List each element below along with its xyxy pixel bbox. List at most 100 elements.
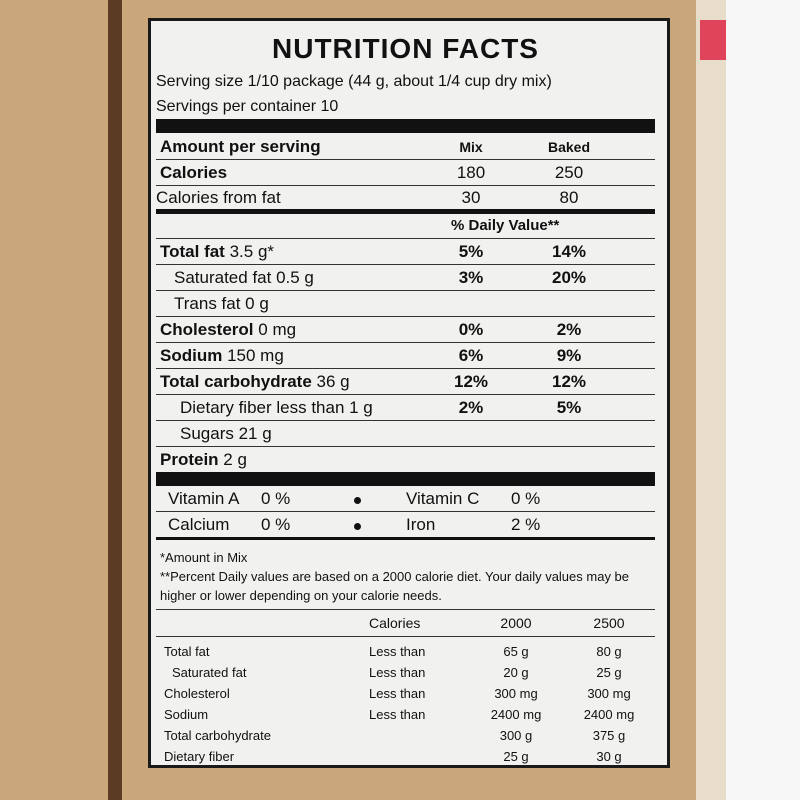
nutrient-row: Cholesterol 0 mg 0% 2% [156,317,655,343]
dv-row: Sodium Less than 2400 mg 2400 mg [156,704,655,725]
vitamin-name: Calcium [168,515,230,534]
nutrient-row: Dietary fiber less than 1 g 2% 5% [156,395,655,421]
vitamin-name: Iron [406,515,436,534]
background-right [726,0,800,800]
dv-row: Saturated fat Less than 20 g 25 g [156,662,655,683]
dv-2000: 25 g [503,749,529,764]
vitamin-name: Vitamin C [406,489,480,508]
vitamin-value: 0 % [261,489,291,508]
footnote: **Percent Daily values are based on a 20… [160,569,630,603]
servings: Servings per container 10 [156,98,339,115]
calories-baked: 250 [554,163,584,182]
nutrient-amount: 36 g [316,372,350,391]
nutrient-row: Saturated fat 0.5 g 3% 20% [156,265,655,291]
vitamin-row: Vitamin A 0 % Vitamin C 0 % [156,486,655,512]
nutrient-row: Total carbohydrate 36 g 12% 12% [156,369,655,395]
vitamin-value: 2 % [511,515,541,534]
thick-rule [156,119,655,133]
nutrient-name: Dietary fiber less than 1 g [180,398,373,417]
nutrient-mix: 12% [453,372,489,391]
nutrient-baked: 2% [556,320,582,339]
dv-row: Total carbohydrate 300 g 375 g [156,725,655,746]
dv-name: Sodium [164,707,209,722]
dv-2000: 2400 mg [490,707,542,722]
calories-row: Calories 180 250 [156,160,655,186]
nutrient-row: Trans fat 0 g [156,291,655,317]
nutrient-row: Total fat 3.5 g* 5% 14% [156,239,655,265]
calories-fat-label: Calories from fat [156,188,281,207]
dv-limit: Less than [369,686,426,701]
dv-limit: Less than [369,707,426,722]
nutrient-name: Protein [160,450,219,469]
header-baked: Baked [547,139,591,155]
serving-size: Serving size 1/10 package (44 g, about 1… [156,73,552,90]
dv-row: Cholesterol Less than 300 mg 300 mg [156,683,655,704]
vitamin-value: 0 % [261,515,291,534]
header-label: Amount per serving [160,137,321,156]
label-content: NUTRITION FACTS Serving size 1/10 packag… [156,21,655,767]
dv-header-label: % Daily Value** [451,217,560,234]
nutrient-baked: 12% [551,372,587,391]
dv-col: 2000 [500,615,532,631]
dv-name: Cholesterol [164,686,230,701]
calories-label: Calories [160,163,228,182]
nutrient-mix: 2% [458,398,484,417]
box-accent [700,20,726,60]
nutrient-name: Sugars 21 g [180,424,272,443]
dv-2000: 300 mg [494,686,538,701]
title: NUTRITION FACTS [272,33,539,64]
nutrient-mix: 5% [458,242,484,261]
rule [156,537,655,540]
dv-name: Total carbohydrate [164,728,271,743]
footnote: *Amount in Mix [160,550,248,565]
dv-name: Saturated fat [172,665,247,680]
dv-name: Total fat [164,644,210,659]
nutrient-name: Total carbohydrate [160,372,312,391]
dv-table-header: Calories 2000 2500 [156,610,655,637]
dv-limit: Less than [369,665,426,680]
nutrient-mix: 3% [458,268,484,287]
vitamin-list: Vitamin A 0 % Vitamin C 0 % Calcium 0 % Iron 2 … [156,486,655,537]
footnotes: *Amount in Mix **Percent Daily values are… [156,548,655,605]
nutrient-baked: 14% [551,242,587,261]
dv-limit: Less than [369,644,426,659]
dv-col: 2500 [593,615,625,631]
dv-2000: 20 g [503,665,529,680]
calories-fat-mix: 30 [461,188,481,207]
dv-2500: 30 g [596,749,622,764]
dv-2500: 300 mg [587,686,631,701]
dv-table: Total fat Less than 65 g 80 g Saturated fat L… [156,641,655,767]
dv-2500: 25 g [596,665,622,680]
vitamin-value: 0 % [511,489,541,508]
nutrient-name: Saturated fat 0.5 g [174,268,314,287]
nutrient-mix: 0% [458,320,484,339]
header-mix: Mix [459,139,483,155]
nutrient-row: Sugars 21 g [156,421,655,447]
nutrient-name: Trans fat 0 g [174,294,269,313]
box-edge [108,0,122,800]
calories-mix: 180 [456,163,486,182]
dv-2000: 65 g [503,644,529,659]
nutrient-row: Protein 2 g [156,447,655,472]
nutrient-name: Sodium [160,346,223,365]
box-side [696,0,726,800]
nutrient-name: Total fat [160,242,225,261]
nutrient-list: Total fat 3.5 g* 5% 14% Saturated fat 0.5 g… [156,239,655,472]
amount-header: Amount per serving Mix Baked [156,133,655,160]
vitamin-row: Calcium 0 % Iron 2 % [156,512,655,537]
nutrient-baked: 20% [551,268,587,287]
calories-fat-row: Calories from fat 30 80 [156,186,655,209]
nutrient-baked: 9% [556,346,582,365]
dv-2500: 2400 mg [583,707,635,722]
dv-col: Calories [369,615,421,631]
nutrient-amount: 0 mg [258,320,297,339]
nutrient-row: Sodium 150 mg 6% 9% [156,343,655,369]
calories-fat-baked: 80 [559,188,579,207]
nutrition-label: NUTRITION FACTS Serving size 1/10 packag… [148,18,670,768]
dv-2000: 300 g [499,728,533,743]
dv-2500: 80 g [596,644,622,659]
vitamin-name: Vitamin A [168,489,240,508]
nutrient-amount: 150 mg [227,346,284,365]
medium-rule [156,209,655,214]
nutrient-mix: 6% [458,346,484,365]
